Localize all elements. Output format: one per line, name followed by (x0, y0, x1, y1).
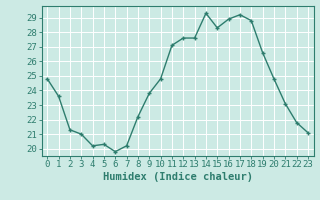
X-axis label: Humidex (Indice chaleur): Humidex (Indice chaleur) (103, 172, 252, 182)
